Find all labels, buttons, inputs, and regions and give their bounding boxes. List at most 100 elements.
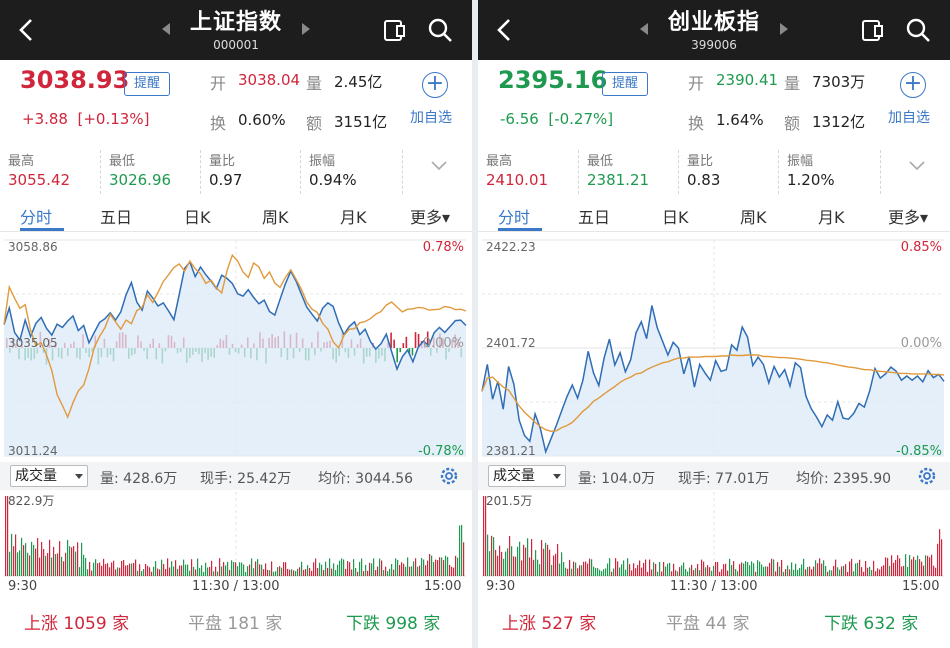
prev-triangle-icon[interactable] bbox=[162, 23, 170, 35]
stat-amplitude: 振幅 1.20% bbox=[778, 150, 835, 194]
volume-bar bbox=[549, 549, 551, 576]
amount-label: 额 bbox=[784, 114, 801, 133]
volume-bar bbox=[455, 555, 457, 576]
volume-bar bbox=[97, 563, 99, 576]
intraday-chart[interactable] bbox=[0, 236, 472, 460]
volume-bar bbox=[355, 568, 357, 576]
remind-button[interactable]: 提醒 bbox=[124, 72, 170, 96]
volume-bar bbox=[649, 559, 651, 576]
axis-mid-label: 2401.72 bbox=[486, 336, 536, 350]
amount-value: 1312亿 bbox=[812, 113, 866, 131]
price-change: -6.56 [-0.27%] bbox=[500, 110, 613, 128]
plus-circle-icon[interactable]: + bbox=[422, 72, 448, 98]
volume-bar bbox=[263, 569, 265, 576]
volume-bar bbox=[343, 559, 345, 576]
price-area bbox=[482, 305, 944, 456]
volume-bar bbox=[847, 571, 849, 576]
volume-bar bbox=[695, 568, 697, 576]
volume-bar bbox=[547, 544, 549, 576]
volume-bar bbox=[81, 542, 83, 576]
volume-bar bbox=[795, 563, 797, 576]
volume-bar bbox=[749, 565, 751, 576]
volume-bar bbox=[729, 558, 731, 576]
tab-monthly-k[interactable]: 月K bbox=[340, 208, 367, 227]
indicator-select[interactable]: 成交量 bbox=[488, 465, 566, 487]
tab-weekly-k[interactable]: 周K bbox=[262, 208, 289, 227]
next-triangle-icon[interactable] bbox=[780, 23, 788, 35]
volume-bar bbox=[419, 565, 421, 576]
tab-intraday[interactable]: 分时 bbox=[20, 208, 53, 227]
volume-bar bbox=[151, 571, 153, 576]
share-icon[interactable] bbox=[382, 17, 408, 43]
indicator-select[interactable]: 成交量 bbox=[10, 465, 88, 487]
volume-bar bbox=[413, 561, 415, 576]
share-icon[interactable] bbox=[860, 17, 886, 43]
volume-bar bbox=[851, 558, 853, 576]
time-close: 15:00 bbox=[424, 579, 462, 594]
back-arrow-icon[interactable] bbox=[14, 17, 40, 43]
volume-bar bbox=[169, 567, 171, 576]
tab-more[interactable]: 更多▾ bbox=[888, 208, 929, 227]
volume-bar bbox=[493, 537, 495, 576]
intraday-chart[interactable] bbox=[478, 236, 950, 460]
index-title: 创业板指 bbox=[667, 10, 760, 35]
volume-bar bbox=[805, 569, 807, 576]
tab-5day[interactable]: 五日 bbox=[100, 208, 133, 227]
time-close: 15:00 bbox=[902, 579, 940, 594]
volume-chart[interactable] bbox=[0, 490, 472, 578]
volume-bar bbox=[893, 562, 895, 576]
volume-bar bbox=[915, 559, 917, 576]
next-triangle-icon[interactable] bbox=[302, 23, 310, 35]
volume-bar bbox=[659, 562, 661, 576]
volume-bar bbox=[353, 559, 355, 576]
turnover-label: 换 bbox=[210, 114, 227, 133]
volume-bar bbox=[741, 562, 743, 576]
volume-bar bbox=[305, 569, 307, 576]
volume-bar bbox=[111, 562, 113, 576]
volume-bar bbox=[381, 560, 383, 576]
volume-bar bbox=[253, 568, 255, 576]
tab-5day[interactable]: 五日 bbox=[578, 208, 611, 227]
tab-daily-k[interactable]: 日K bbox=[662, 208, 689, 227]
search-icon[interactable] bbox=[904, 16, 932, 44]
volume-bar bbox=[11, 533, 13, 576]
volume-bar bbox=[883, 565, 885, 576]
tab-daily-k[interactable]: 日K bbox=[184, 208, 211, 227]
volume-chart[interactable] bbox=[478, 490, 950, 578]
dropdown-triangle-icon bbox=[553, 474, 561, 479]
back-arrow-icon[interactable] bbox=[492, 17, 518, 43]
volume-bar bbox=[739, 564, 741, 576]
amount-label: 额 bbox=[306, 114, 323, 133]
open-value: 2390.41 bbox=[716, 71, 779, 89]
volume-bar bbox=[215, 566, 217, 576]
tab-more[interactable]: 更多▾ bbox=[410, 208, 451, 227]
add-watchlist-button[interactable]: 加自选 bbox=[888, 110, 930, 126]
volume-bar bbox=[59, 541, 61, 576]
gear-icon[interactable] bbox=[438, 465, 460, 487]
chevron-down-icon[interactable] bbox=[430, 158, 448, 172]
volume-bar bbox=[367, 570, 369, 576]
volume-bar bbox=[187, 564, 189, 576]
plus-circle-icon[interactable]: + bbox=[900, 72, 926, 98]
volume-bar bbox=[687, 571, 689, 576]
stat-value: 2410.01 bbox=[486, 171, 549, 189]
tab-monthly-k[interactable]: 月K bbox=[818, 208, 845, 227]
volume-bar bbox=[333, 563, 335, 576]
tab-weekly-k[interactable]: 周K bbox=[740, 208, 767, 227]
add-watchlist-button[interactable]: 加自选 bbox=[410, 110, 452, 126]
tab-intraday[interactable]: 分时 bbox=[498, 208, 531, 227]
volume-bar bbox=[203, 572, 205, 576]
change-percent: [+0.13%] bbox=[77, 110, 150, 128]
volume-bar bbox=[711, 570, 713, 576]
remind-button[interactable]: 提醒 bbox=[602, 72, 648, 96]
volume-bar bbox=[679, 567, 681, 576]
gear-icon[interactable] bbox=[916, 465, 938, 487]
search-icon[interactable] bbox=[426, 16, 454, 44]
volume-bar bbox=[717, 562, 719, 576]
volume-bar bbox=[139, 564, 141, 576]
volume-bar bbox=[197, 558, 199, 576]
volume-bar bbox=[7, 496, 9, 576]
volume-bar bbox=[459, 525, 461, 576]
prev-triangle-icon[interactable] bbox=[640, 23, 648, 35]
chevron-down-icon[interactable] bbox=[908, 158, 926, 172]
